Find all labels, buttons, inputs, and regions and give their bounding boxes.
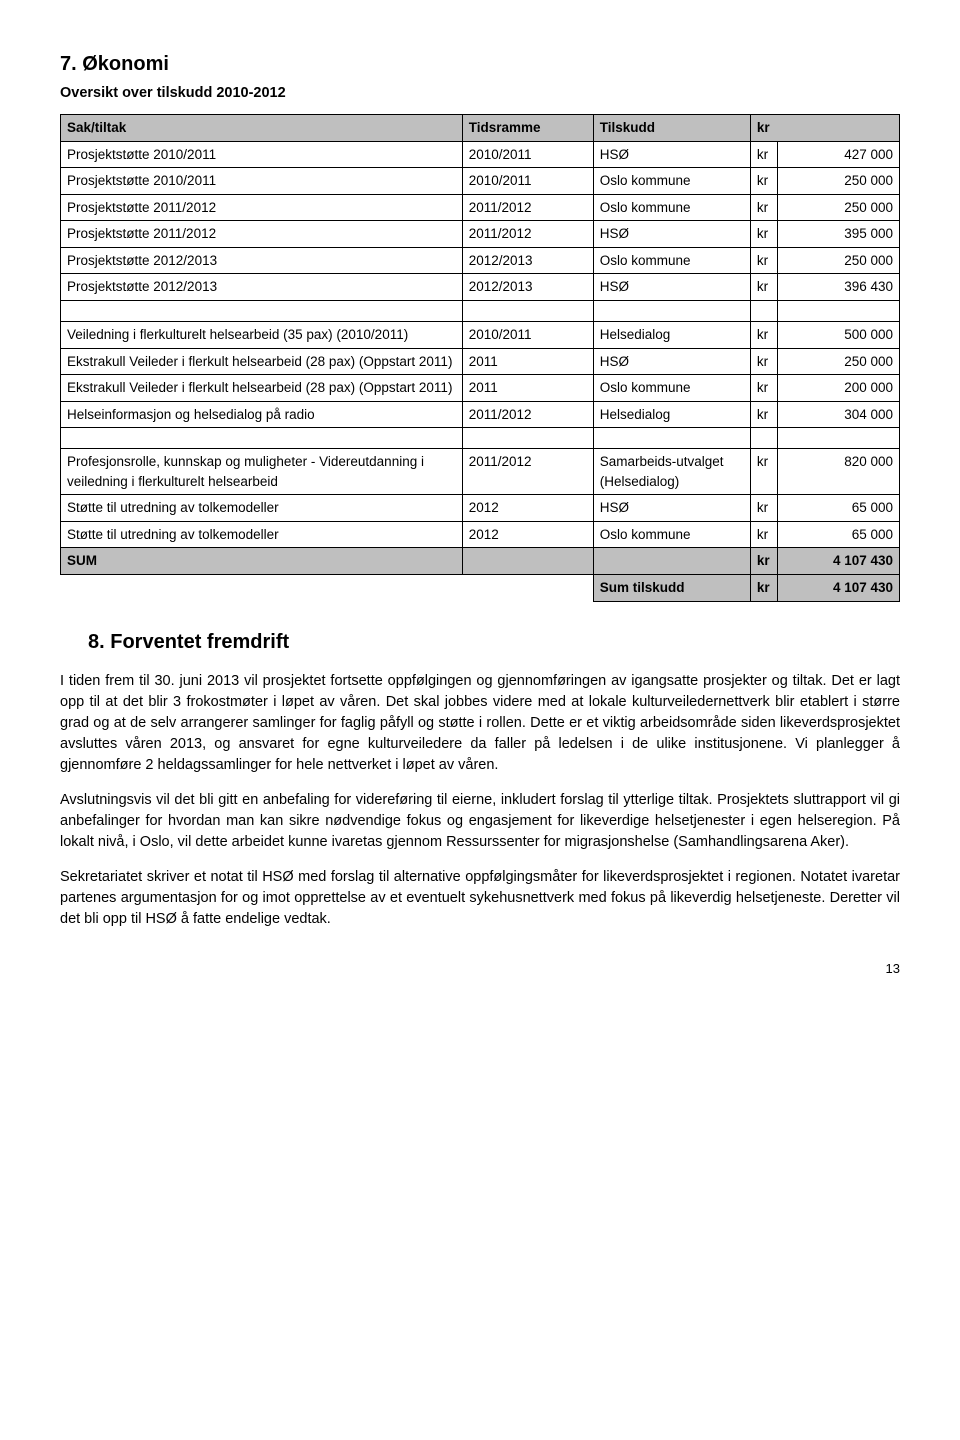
section-8-title: 8. Forventet fremdrift xyxy=(88,628,900,657)
header-kr: kr xyxy=(750,115,899,142)
header-sak: Sak/tiltak xyxy=(61,115,463,142)
sum-tilskudd-row: Sum tilskudd kr 4 107 430 xyxy=(61,575,900,602)
table-row: Prosjektstøtte 2011/2012 2011/2012 Oslo … xyxy=(61,194,900,221)
table-row: Prosjektstøtte 2010/2011 2010/2011 Oslo … xyxy=(61,168,900,195)
table-row: Profesjonsrolle, kunnskap og muligheter … xyxy=(61,449,900,495)
table-row: Ekstrakull Veileder i flerkult helsearbe… xyxy=(61,375,900,402)
table-row: Helseinformasjon og helsedialog på radio… xyxy=(61,401,900,428)
cell-tilsk: HSØ xyxy=(593,141,750,168)
spacer-row xyxy=(61,300,900,321)
table-row: Prosjektstøtte 2010/2011 2010/2011 HSØ k… xyxy=(61,141,900,168)
table-header-row: Sak/tiltak Tidsramme Tilskudd kr xyxy=(61,115,900,142)
paragraph-3: Sekretariatet skriver et notat til HSØ m… xyxy=(60,867,900,930)
table-row: Prosjektstøtte 2012/2013 2012/2013 Oslo … xyxy=(61,247,900,274)
table-row: Veiledning i flerkulturelt helsearbeid (… xyxy=(61,321,900,348)
table-row: Støtte til utredning av tolkemodeller 20… xyxy=(61,495,900,522)
sum-row: SUM kr 4 107 430 xyxy=(61,548,900,575)
paragraph-1: I tiden frem til 30. juni 2013 vil prosj… xyxy=(60,671,900,776)
table-row: Prosjektstøtte 2012/2013 2012/2013 HSØ k… xyxy=(61,274,900,301)
section-7-title: 7. Økonomi xyxy=(60,50,900,79)
header-tilsk: Tilskudd xyxy=(593,115,750,142)
page-number: 13 xyxy=(60,960,900,979)
cell-sak: Prosjektstøtte 2010/2011 xyxy=(61,141,463,168)
table-row: Ekstrakull Veileder i flerkult helsearbe… xyxy=(61,348,900,375)
cell-tids: 2010/2011 xyxy=(462,141,593,168)
header-tids: Tidsramme xyxy=(462,115,593,142)
funding-table: Sak/tiltak Tidsramme Tilskudd kr Prosjek… xyxy=(60,114,900,602)
table-row: Støtte til utredning av tolkemodeller 20… xyxy=(61,521,900,548)
cell-kr: kr xyxy=(750,141,777,168)
paragraph-2: Avslutningsvis vil det bli gitt en anbef… xyxy=(60,790,900,853)
table-row: Prosjektstøtte 2011/2012 2011/2012 HSØ k… xyxy=(61,221,900,248)
cell-num: 427 000 xyxy=(777,141,899,168)
spacer-row xyxy=(61,428,900,449)
section-7-subtitle: Oversikt over tilskudd 2010-2012 xyxy=(60,83,900,104)
